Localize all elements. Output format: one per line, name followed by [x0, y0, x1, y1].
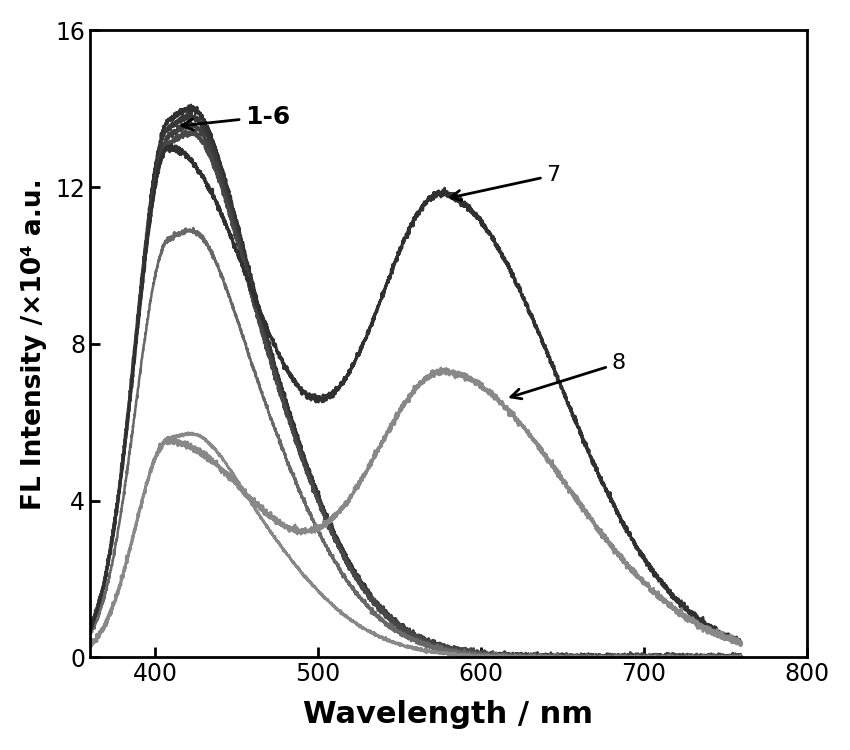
Text: 1-6: 1-6 [182, 104, 290, 130]
Text: 8: 8 [511, 353, 626, 399]
Text: 7: 7 [450, 165, 560, 200]
Y-axis label: FL Intensity /×10⁴ a.u.: FL Intensity /×10⁴ a.u. [21, 178, 47, 510]
X-axis label: Wavelength / nm: Wavelength / nm [303, 700, 593, 729]
